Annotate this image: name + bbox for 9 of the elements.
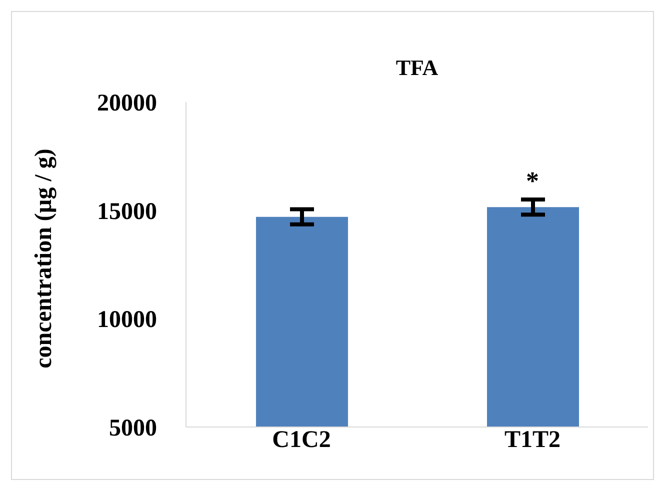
y-tick-label: 10000 xyxy=(97,307,157,334)
x-tick-label: C1C2 xyxy=(272,427,331,454)
y-tick-label: 20000 xyxy=(97,90,157,117)
x-tick-label: T1T2 xyxy=(504,427,561,454)
y-tick-label: 15000 xyxy=(97,198,157,225)
y-tick-label: 5000 xyxy=(109,416,157,442)
y-axis-title: concentration (µg / g) xyxy=(31,148,57,368)
chart-title: TFA xyxy=(394,55,440,80)
annotation: * xyxy=(526,166,539,196)
